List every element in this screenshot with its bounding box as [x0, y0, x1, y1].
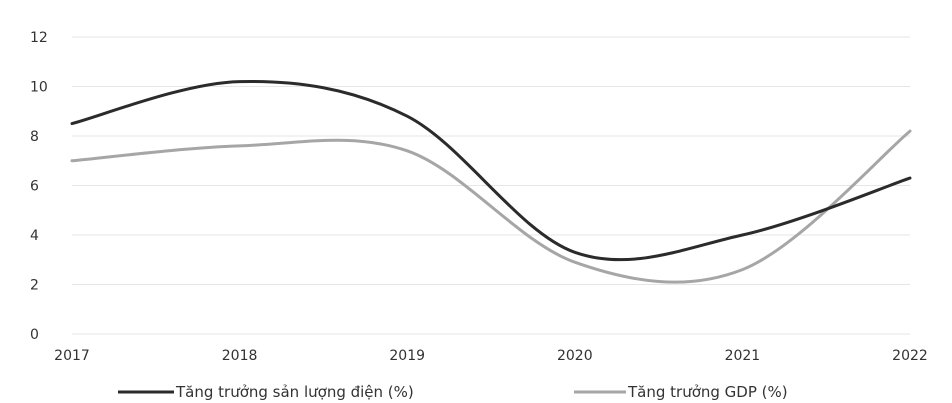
legend-label-gdp: Tăng trưởng GDP (%): [627, 383, 788, 401]
y-tick-label: 4: [30, 228, 39, 244]
y-tick-label: 12: [30, 30, 48, 46]
x-tick-label: 2019: [389, 348, 425, 364]
x-tick-label: 2020: [557, 348, 593, 364]
y-tick-label: 2: [30, 278, 39, 294]
y-tick-label: 6: [30, 179, 39, 195]
series-line-gdp: [70, 129, 912, 284]
legend-label-electricity: Tăng trưởng sản lượng điện (%): [175, 383, 414, 401]
x-axis-ticks: 2017 2018 2019 2020 2021 2022: [54, 348, 928, 364]
x-tick-label: 2022: [892, 348, 928, 364]
y-axis-ticks: 0 2 4 6 8 10 12: [30, 30, 48, 343]
gridlines: [72, 36, 910, 335]
legend: Tăng trưởng sản lượng điện (%) Tăng trưở…: [118, 383, 788, 401]
x-tick-label: 2021: [725, 348, 761, 364]
y-tick-label: 8: [30, 129, 39, 145]
series-lines: [70, 79, 912, 284]
y-tick-label: 10: [30, 80, 48, 96]
x-tick-label: 2017: [54, 348, 90, 364]
y-tick-label: 0: [30, 327, 39, 343]
series-line-electricity: [70, 79, 912, 262]
x-tick-label: 2018: [222, 348, 258, 364]
